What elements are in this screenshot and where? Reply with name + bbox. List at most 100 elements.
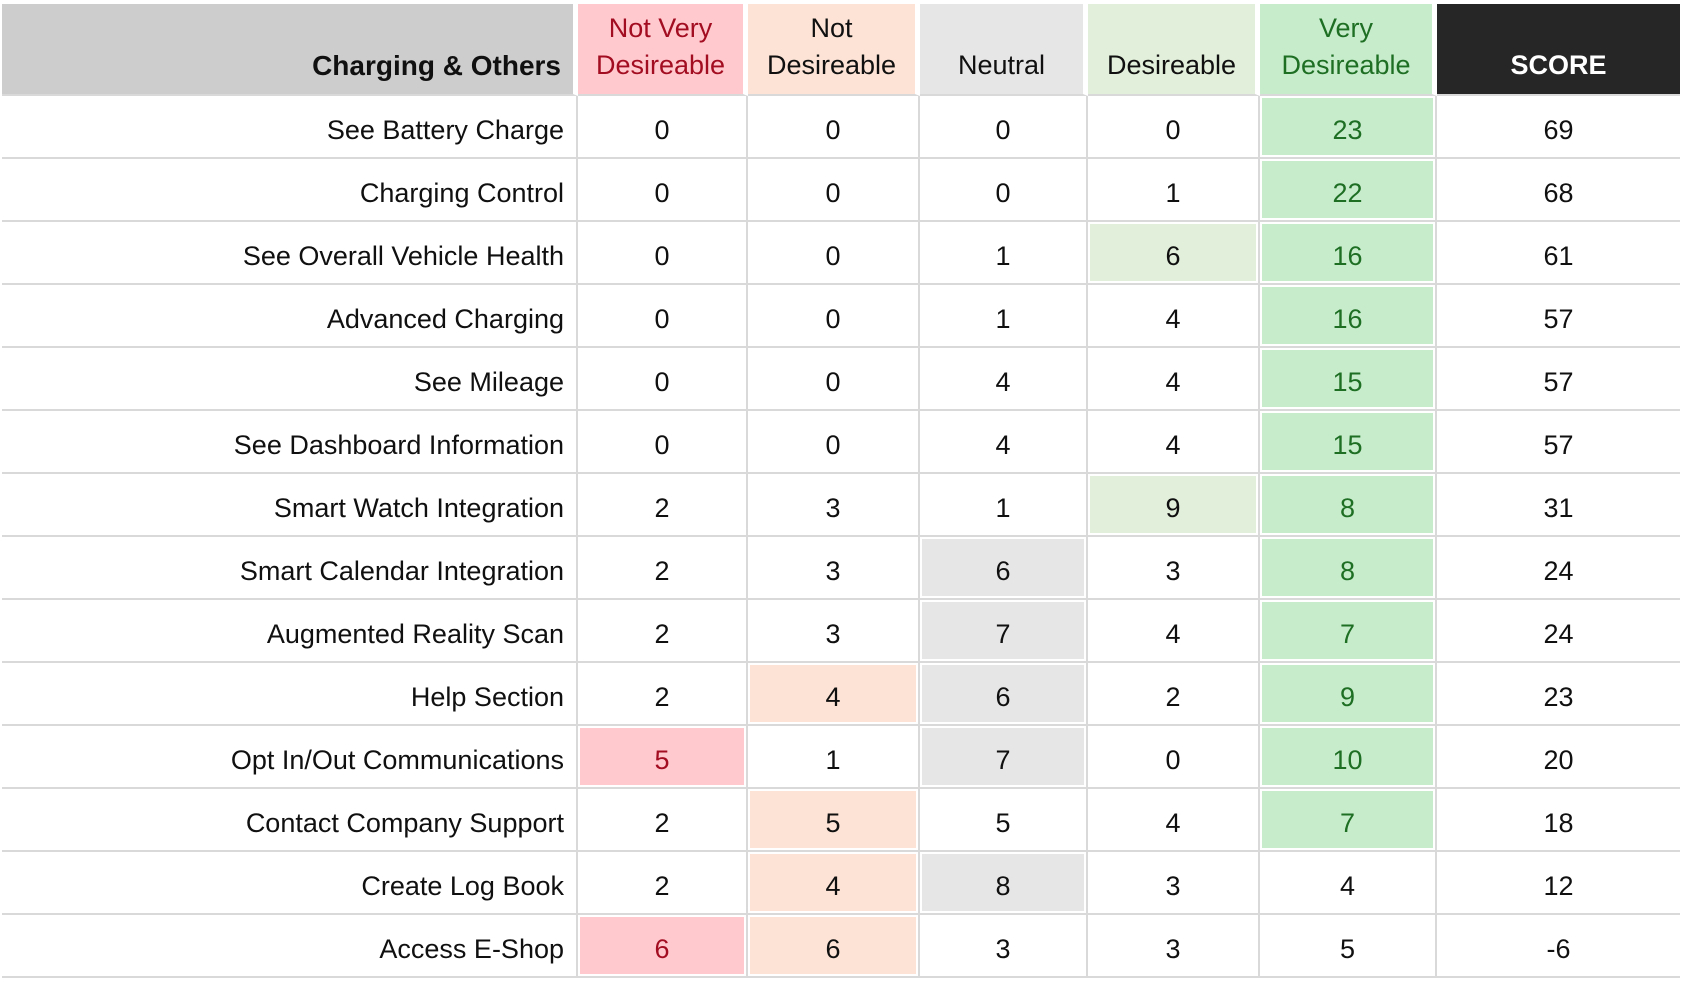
- cell-bad: 0: [578, 411, 748, 474]
- cell-good: 1: [1088, 159, 1260, 222]
- cell-neutral: 1: [920, 285, 1088, 348]
- cell-bad: 2: [578, 663, 748, 726]
- table-row: See Mileage 0 0 4 4 15 57: [2, 348, 1680, 411]
- table-row: See Battery Charge 0 0 0 0 23 69: [2, 96, 1680, 159]
- table-row: Advanced Charging 0 0 1 4 16 57: [2, 285, 1680, 348]
- cell-score: 69: [1437, 96, 1680, 159]
- cell-score: 68: [1437, 159, 1680, 222]
- desirability-table: Charging & Others Not Very Desireable Not…: [2, 4, 1680, 978]
- cell-neutral: 6: [920, 663, 1088, 726]
- cell-best: 23: [1260, 96, 1437, 159]
- cell-best: 10: [1260, 726, 1437, 789]
- cell-bad: 0: [578, 285, 748, 348]
- cell-best: 22: [1260, 159, 1437, 222]
- table-row: Contact Company Support 2 5 5 4 7 18: [2, 789, 1680, 852]
- cell-good: 4: [1088, 348, 1260, 411]
- cell-poor: 3: [748, 474, 920, 537]
- cell-good: 2: [1088, 663, 1260, 726]
- table-row: Augmented Reality Scan 2 3 7 4 7 24: [2, 600, 1680, 663]
- column-header-best: Very Desireable: [1260, 4, 1437, 96]
- cell-score: 20: [1437, 726, 1680, 789]
- cell-score: 24: [1437, 600, 1680, 663]
- cell-score: 31: [1437, 474, 1680, 537]
- cell-poor: 0: [748, 159, 920, 222]
- cell-score: 57: [1437, 285, 1680, 348]
- cell-neutral: 4: [920, 348, 1088, 411]
- cell-poor: 4: [748, 852, 920, 915]
- row-label: Smart Calendar Integration: [2, 537, 578, 600]
- table-row: Help Section 2 4 6 2 9 23: [2, 663, 1680, 726]
- cell-good: 0: [1088, 96, 1260, 159]
- table-row: Charging Control 0 0 0 1 22 68: [2, 159, 1680, 222]
- cell-neutral: 3: [920, 915, 1088, 978]
- cell-poor: 0: [748, 348, 920, 411]
- cell-bad: 6: [578, 915, 748, 978]
- cell-best: 8: [1260, 537, 1437, 600]
- column-header-neutral: Neutral: [920, 4, 1088, 96]
- cell-good: 3: [1088, 915, 1260, 978]
- cell-poor: 3: [748, 600, 920, 663]
- row-label: See Dashboard Information: [2, 411, 578, 474]
- table-header: Charging & Others Not Very Desireable Not…: [2, 4, 1680, 96]
- cell-neutral: 0: [920, 159, 1088, 222]
- cell-good: 9: [1088, 474, 1260, 537]
- cell-neutral: 7: [920, 726, 1088, 789]
- row-label: See Mileage: [2, 348, 578, 411]
- cell-poor: 0: [748, 222, 920, 285]
- cell-poor: 0: [748, 411, 920, 474]
- column-header-poor: Not Desireable: [748, 4, 920, 96]
- table-row: Smart Calendar Integration 2 3 6 3 8 24: [2, 537, 1680, 600]
- row-label: Contact Company Support: [2, 789, 578, 852]
- cell-poor: 1: [748, 726, 920, 789]
- column-header-score: SCORE: [1437, 4, 1680, 96]
- cell-neutral: 6: [920, 537, 1088, 600]
- cell-good: 0: [1088, 726, 1260, 789]
- cell-best: 7: [1260, 789, 1437, 852]
- cell-neutral: 8: [920, 852, 1088, 915]
- row-label: Augmented Reality Scan: [2, 600, 578, 663]
- cell-score: 23: [1437, 663, 1680, 726]
- row-label: Smart Watch Integration: [2, 474, 578, 537]
- cell-bad: 0: [578, 159, 748, 222]
- cell-neutral: 0: [920, 96, 1088, 159]
- cell-poor: 4: [748, 663, 920, 726]
- column-header-bad: Not Very Desireable: [578, 4, 748, 96]
- row-label: See Battery Charge: [2, 96, 578, 159]
- cell-poor: 0: [748, 285, 920, 348]
- cell-best: 7: [1260, 600, 1437, 663]
- cell-bad: 2: [578, 537, 748, 600]
- cell-score: 57: [1437, 411, 1680, 474]
- table-row: Smart Watch Integration 2 3 1 9 8 31: [2, 474, 1680, 537]
- cell-good: 3: [1088, 537, 1260, 600]
- row-label: See Overall Vehicle Health: [2, 222, 578, 285]
- header-row: Charging & Others Not Very Desireable Not…: [2, 4, 1680, 96]
- table-row: Access E-Shop 6 6 3 3 5 -6: [2, 915, 1680, 978]
- cell-score: -6: [1437, 915, 1680, 978]
- cell-best: 5: [1260, 915, 1437, 978]
- cell-bad: 0: [578, 222, 748, 285]
- cell-good: 6: [1088, 222, 1260, 285]
- cell-score: 24: [1437, 537, 1680, 600]
- cell-good: 4: [1088, 285, 1260, 348]
- row-label: Create Log Book: [2, 852, 578, 915]
- table-title: Charging & Others: [2, 4, 578, 96]
- cell-good: 4: [1088, 411, 1260, 474]
- cell-best: 8: [1260, 474, 1437, 537]
- row-label: Access E-Shop: [2, 915, 578, 978]
- cell-poor: 3: [748, 537, 920, 600]
- column-header-good: Desireable: [1088, 4, 1260, 96]
- table-row: See Dashboard Information 0 0 4 4 15 57: [2, 411, 1680, 474]
- row-label: Help Section: [2, 663, 578, 726]
- cell-neutral: 5: [920, 789, 1088, 852]
- table-row: Opt In/Out Communications 5 1 7 0 10 20: [2, 726, 1680, 789]
- cell-poor: 5: [748, 789, 920, 852]
- cell-good: 4: [1088, 789, 1260, 852]
- row-label: Charging Control: [2, 159, 578, 222]
- cell-best: 4: [1260, 852, 1437, 915]
- cell-score: 12: [1437, 852, 1680, 915]
- cell-bad: 2: [578, 600, 748, 663]
- cell-bad: 2: [578, 789, 748, 852]
- cell-bad: 2: [578, 474, 748, 537]
- cell-best: 16: [1260, 285, 1437, 348]
